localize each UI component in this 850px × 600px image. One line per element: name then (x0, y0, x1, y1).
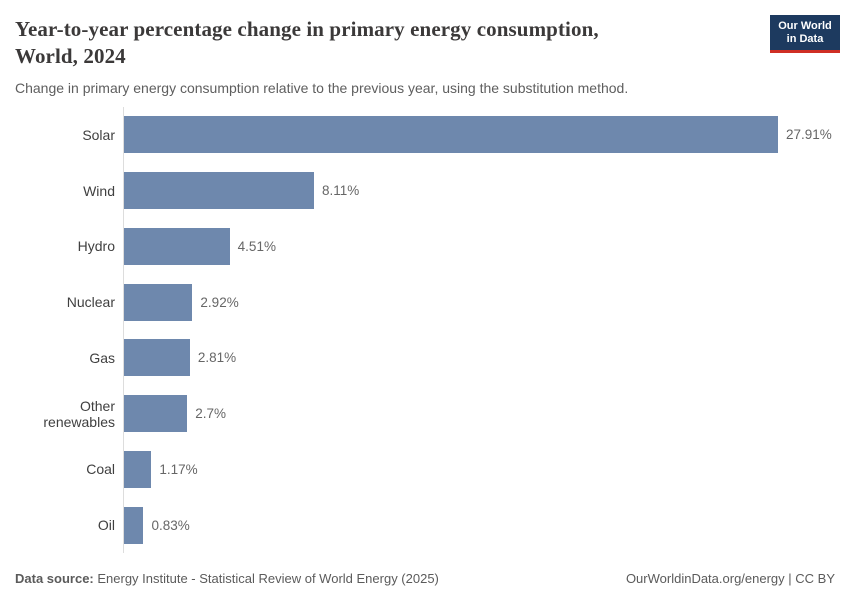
bar-area: 27.91% (124, 107, 835, 163)
bar-row: Hydro 4.51% (15, 219, 835, 275)
bar-value-label: 0.83% (151, 517, 190, 533)
chart-header: Year-to-year percentage change in primar… (0, 0, 850, 97)
bar-row: Oil 0.83% (15, 497, 835, 553)
category-label-nuclear: Nuclear (66, 294, 115, 311)
bar-oil[interactable] (124, 506, 144, 544)
category-label-other-renewables: Other renewables (43, 397, 115, 430)
bar-solar[interactable] (124, 116, 778, 154)
category-label-gas: Gas (89, 349, 115, 366)
category-label-hydro: Hydro (77, 238, 115, 255)
bar-wind[interactable] (124, 172, 315, 210)
attribution-link[interactable]: OurWorldinData.org/energy | CC BY (625, 571, 835, 586)
page-title-line1: Year-to-year percentage change in primar… (15, 17, 599, 41)
data-source: Data source: Energy Institute - Statisti… (15, 571, 439, 586)
bar-row: Wind 8.11% (15, 163, 835, 219)
bar-value-label: 2.92% (200, 294, 239, 310)
bar-value-label: 4.51% (237, 238, 276, 254)
category-label-coal: Coal (86, 461, 115, 478)
bar-row: Other renewables 2.7% (15, 386, 835, 442)
bar-other-renewables[interactable] (124, 395, 188, 433)
bar-area: 1.17% (124, 442, 835, 498)
owid-logo[interactable]: Our World in Data (770, 15, 840, 53)
bar-row: Solar 27.91% (15, 107, 835, 163)
bar-hydro[interactable] (124, 227, 230, 265)
bar-area: 2.92% (124, 274, 835, 330)
bar-value-label: 1.17% (159, 461, 198, 477)
bar-area: 0.83% (124, 497, 835, 553)
category-label-oil: Oil (97, 517, 115, 534)
y-axis-line (123, 107, 124, 553)
bar-gas[interactable] (124, 339, 190, 377)
data-source-label: Data source: (15, 571, 94, 586)
bar-value-label: 27.91% (786, 127, 832, 143)
bar-area: 8.11% (124, 163, 835, 219)
bar-area: 4.51% (124, 219, 835, 275)
bar-value-label: 2.7% (195, 406, 227, 422)
bar-chart: Solar 27.91% Wind 8.11% Hydro 4.51% Nuclear 2.9… (15, 107, 835, 553)
chart-footer: Data source: Energy Institute - Statisti… (15, 571, 835, 586)
bar-coal[interactable] (124, 450, 152, 488)
bar-row: Coal 1.17% (15, 442, 835, 498)
bar-area: 2.81% (124, 330, 835, 386)
owid-logo-text-line2: in Data (786, 33, 824, 45)
page-title-line2: World, 2024 (15, 44, 126, 68)
category-label-solar: Solar (82, 126, 115, 143)
bar-nuclear[interactable] (124, 283, 193, 321)
bar-row: Nuclear 2.92% (15, 274, 835, 330)
bar-value-label: 2.81% (197, 350, 237, 366)
chart-subtitle: Change in primary energy consumption rel… (15, 80, 629, 96)
bar-area: 2.7% (124, 386, 835, 442)
page-title: Year-to-year percentage change in primar… (15, 16, 835, 70)
data-source-text: Energy Institute - Statistical Review of… (93, 571, 439, 586)
owid-logo-text-line1: Our World (778, 20, 832, 32)
bar-row: Gas 2.81% (15, 330, 835, 386)
category-label-wind: Wind (83, 182, 115, 199)
bar-rows: Solar 27.91% Wind 8.11% Hydro 4.51% Nuclear 2.9… (15, 107, 835, 553)
bar-value-label: 8.11% (322, 183, 360, 199)
